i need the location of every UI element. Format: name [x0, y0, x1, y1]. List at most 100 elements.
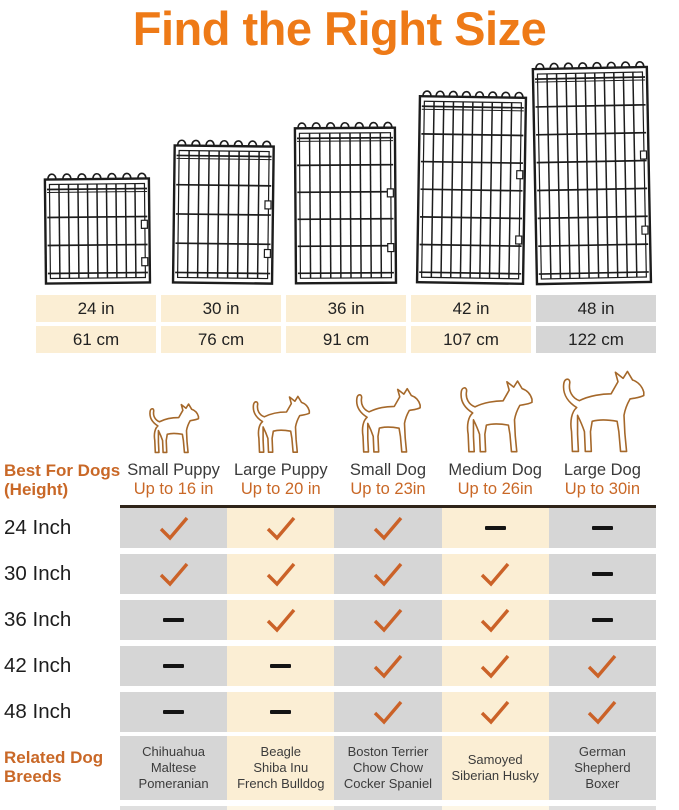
matrix-cell [334, 600, 442, 640]
dash-icon [591, 572, 613, 576]
breed-name: Maltese [150, 760, 197, 775]
best-for-line1: Best For Dogs [4, 461, 121, 480]
matrix-cell [120, 692, 228, 732]
dash-icon [163, 664, 185, 668]
column-headers-row: Small Puppy Up to 16 in Large Puppy Up to 2… [120, 461, 656, 499]
related-breeds-row: Chihuahua Maltese Pomeranian Beagle Shiba In… [120, 736, 656, 800]
column-header: Small Puppy Up to 16 in [120, 461, 227, 499]
matrix-cell [120, 508, 228, 548]
matrix-cells [120, 508, 656, 548]
column-header-height: Up to 26in [457, 480, 533, 498]
matrix-cell [441, 692, 549, 732]
check-icon [480, 608, 510, 633]
dash-icon [270, 664, 292, 668]
wire-panel-icon [171, 139, 275, 285]
dash-icon [163, 618, 185, 622]
breeds-cell: Beagle Shiba Inu French Bulldog [227, 736, 335, 800]
size-cell-cm: 91 cm [286, 326, 406, 353]
column-header: Small Dog Up to 23in [334, 461, 441, 499]
matrix-cell [334, 646, 442, 686]
check-icon [266, 608, 296, 633]
dog-outline-icon [346, 386, 429, 454]
breeds-cell: Boston Terrier Chow Chow Cocker Spaniel [334, 736, 442, 800]
related-breeds-label: Related Dog Breeds [4, 748, 103, 786]
size-cell-cm: 61 cm [36, 326, 156, 353]
matrix-cell [227, 508, 335, 548]
dash-icon [484, 526, 506, 530]
matrix-cell [441, 508, 549, 548]
check-icon [373, 654, 403, 679]
check-icon [159, 516, 188, 541]
matrix-cell [120, 600, 228, 640]
column-header: Large Puppy Up to 20 in [227, 461, 334, 499]
dog-icon-cell [346, 386, 429, 459]
check-icon [480, 654, 510, 679]
matrix-cell [227, 600, 335, 640]
size-cell-in: 48 in [536, 295, 656, 322]
breeds-cell: German Shepherd Boxer [548, 736, 656, 800]
dog-icon-cell [244, 394, 317, 459]
breed-name: Cocker Spaniel [343, 776, 433, 791]
next-row-sliver [120, 806, 656, 810]
dog-outline-icon [142, 402, 205, 454]
column-header-name: Small Puppy [127, 461, 220, 479]
matrix-cell [548, 646, 656, 686]
check-icon [480, 700, 510, 725]
matrix-row: 30 Inch [0, 554, 679, 594]
column-header-height: Up to 30in [564, 480, 640, 498]
wire-panel-icon [293, 121, 398, 285]
matrix-cell [548, 554, 656, 594]
matrix-cell [227, 646, 335, 686]
check-icon [588, 654, 617, 679]
wire-panel [531, 58, 653, 290]
matrix-cell [548, 600, 656, 640]
check-icon [159, 562, 188, 587]
matrix-cell [441, 554, 549, 594]
dog-outline-icon [244, 394, 317, 454]
matrix-cell [120, 554, 228, 594]
breeds-cell: Chihuahua Maltese Pomeranian [120, 736, 228, 800]
size-cell-in: 30 in [161, 295, 281, 322]
column-header: Medium Dog Up to 26in [442, 461, 549, 499]
matrix-row: 24 Inch [0, 508, 679, 548]
matrix-row: 36 Inch [0, 600, 679, 640]
check-icon [373, 700, 403, 725]
wire-panel-icon [415, 90, 528, 286]
check-icon [373, 516, 403, 541]
column-header-name: Large Dog [563, 461, 641, 479]
matrix-cell [227, 554, 335, 594]
check-icon [588, 700, 617, 725]
size-cell-in: 42 in [411, 295, 531, 322]
matrix-row: 48 Inch [0, 692, 679, 732]
sliver-cell [334, 806, 442, 810]
column-header: Large Dog Up to 30in [549, 461, 656, 499]
row-label: 36 Inch [4, 608, 72, 631]
dash-icon [591, 618, 613, 622]
matrix-cell [120, 646, 228, 686]
sliver-cell [120, 806, 228, 810]
breed-name: Chihuahua [142, 744, 206, 759]
matrix-row: 42 Inch [0, 646, 679, 686]
matrix-cell [227, 692, 335, 732]
size-row-inches: 24 in 30 in 36 in 42 in 48 in [36, 295, 656, 322]
best-for-line2: (Height) [4, 480, 69, 499]
matrix-cell [548, 692, 656, 732]
page-title: Find the Right Size [132, 2, 547, 55]
size-cell-cm: 107 cm [411, 326, 531, 353]
matrix-cell [334, 692, 442, 732]
row-label: 48 Inch [4, 700, 72, 723]
breed-name: German Shepherd [574, 744, 631, 775]
breed-name: Beagle [260, 744, 302, 759]
column-header-name: Large Puppy [234, 461, 328, 479]
matrix-cell [334, 508, 442, 548]
breed-name: Boxer [585, 776, 620, 791]
matrix-cell [334, 554, 442, 594]
breed-name: Boston Terrier [347, 744, 429, 759]
related-line2: Breeds [4, 767, 62, 786]
wire-panels-row [36, 58, 656, 286]
sliver-cell [441, 806, 549, 810]
wire-panel-icon [531, 61, 653, 286]
related-line1: Related Dog [4, 748, 104, 767]
wire-panel-icon [43, 172, 152, 285]
